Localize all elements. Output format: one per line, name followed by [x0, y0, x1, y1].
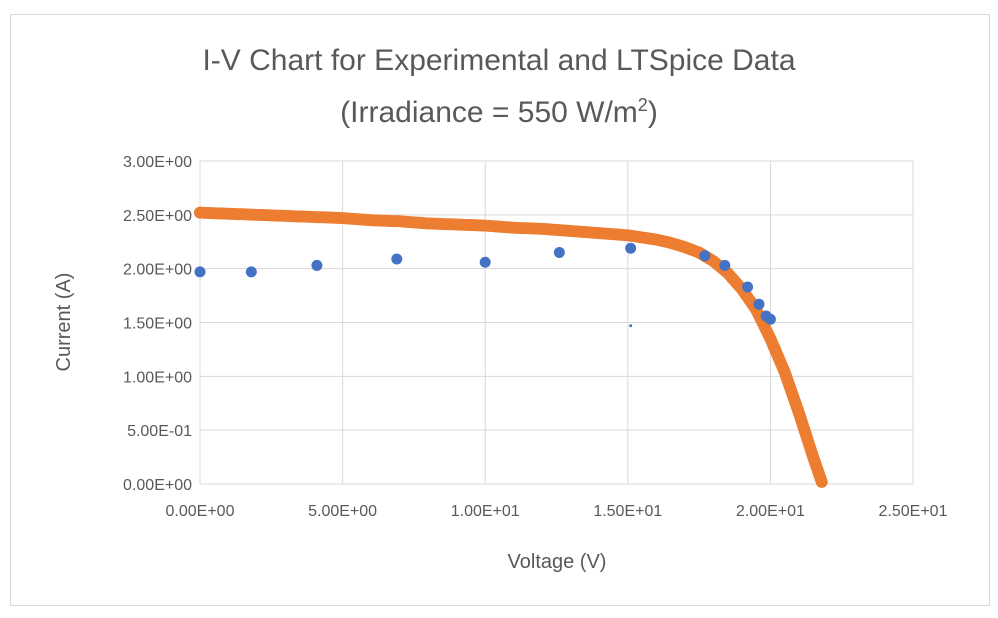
- series-point: [479, 256, 491, 268]
- chart-title-line1: I-V Chart for Experimental and LTSpice D…: [202, 44, 796, 77]
- series-point: [391, 253, 403, 265]
- y-tick-label: 1.00E+00: [123, 369, 192, 386]
- y-tick-labels: 0.00E+00 5.00E-01 1.00E+00 1.50E+00 2.00E+00…: [123, 154, 192, 494]
- series-point: [194, 266, 206, 278]
- y-axis-label: Current (A): [53, 273, 75, 372]
- y-tick-label: 2.00E+00: [123, 262, 192, 279]
- series-point: [719, 259, 731, 271]
- data-points: [194, 206, 828, 488]
- x-tick-label: 2.50E+01: [879, 503, 948, 520]
- series-point: [553, 247, 565, 259]
- title-superscript: 2: [637, 95, 648, 115]
- chart-frame: [10, 14, 990, 606]
- x-tick-label: 1.50E+01: [593, 503, 662, 520]
- y-tick-label: 1.50E+00: [123, 316, 192, 333]
- x-tick-label: 2.00E+01: [736, 503, 805, 520]
- series-point: [311, 259, 323, 271]
- y-tick-label: 0.00E+00: [123, 477, 192, 494]
- gridlines: [199, 160, 914, 485]
- series-point: [699, 250, 711, 262]
- series-point: [764, 313, 776, 325]
- chart-title-line2: (Irradiance = 550 W/m2): [0, 86, 998, 132]
- series-point: [245, 266, 257, 278]
- series-point: [625, 242, 637, 254]
- x-tick-label: 0.00E+00: [166, 503, 235, 520]
- title-line2-suffix: ): [647, 96, 658, 129]
- y-tick-label: 5.00E-01: [127, 423, 192, 440]
- series-point: [629, 324, 633, 328]
- x-tick-labels: 0.00E+00 5.00E+00 1.00E+01 1.50E+01 2.00E+01…: [166, 503, 948, 520]
- y-tick-label: 3.00E+00: [123, 154, 192, 171]
- y-tick-label: 2.50E+00: [123, 208, 192, 225]
- series-point: [753, 298, 765, 310]
- series-point: [815, 475, 828, 488]
- title-line2-prefix: (Irradiance = 550 W/m: [340, 96, 638, 129]
- x-tick-label: 1.00E+01: [451, 503, 520, 520]
- x-axis-label: Voltage (V): [508, 551, 607, 573]
- x-tick-label: 5.00E+00: [308, 503, 377, 520]
- series-point: [742, 281, 754, 293]
